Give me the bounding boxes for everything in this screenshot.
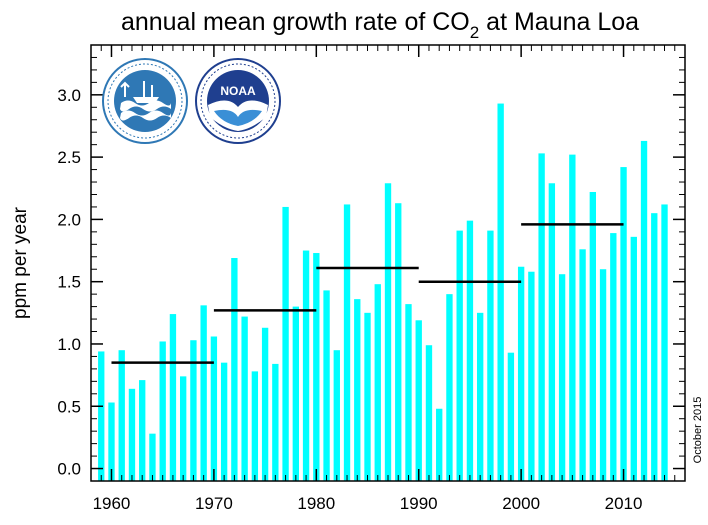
bar-2002 xyxy=(538,153,545,481)
x-tick-label: 1960 xyxy=(93,494,131,513)
bar-1974 xyxy=(251,371,259,481)
bar-1988 xyxy=(395,203,402,481)
bar-1990 xyxy=(415,320,422,481)
bar-1979 xyxy=(302,250,310,481)
y-tick-label: 0.5 xyxy=(57,397,81,416)
x-tick-label: 1980 xyxy=(297,494,335,513)
noaa-logo: NOAA xyxy=(195,58,281,144)
bar-1989 xyxy=(405,304,412,481)
bar-1964 xyxy=(149,433,156,481)
x-tick-label: 1970 xyxy=(195,494,233,513)
bar-1991 xyxy=(425,345,433,481)
bar-1994 xyxy=(456,230,463,481)
y-tick-label: 1.5 xyxy=(57,273,81,292)
bar-1968 xyxy=(190,340,197,481)
bar-1995 xyxy=(466,220,474,481)
bar-1959 xyxy=(98,351,105,481)
bar-2010 xyxy=(620,167,627,481)
y-ticks-group: 0.0 0.5 1.0 1.5 2.0 2.5 3.0 xyxy=(57,44,685,479)
bar-1981 xyxy=(323,290,330,481)
bar-1997 xyxy=(487,230,494,481)
bar-2014 xyxy=(661,204,668,481)
noaa-logo-text: NOAA xyxy=(220,84,256,98)
y-tick-label: 0.0 xyxy=(57,460,81,479)
y-tick-label: 3.0 xyxy=(57,86,81,105)
y-tick-label: 2.0 xyxy=(57,210,81,229)
bar-2011 xyxy=(630,236,637,481)
bar-1976 xyxy=(272,363,279,481)
bar-1963 xyxy=(139,380,146,481)
x-tick-label: 2000 xyxy=(502,494,540,513)
bar-1977 xyxy=(282,206,289,481)
bar-2000 xyxy=(517,266,525,481)
bar-1969 xyxy=(200,305,207,481)
bar-1983 xyxy=(343,204,351,481)
chart-title-subscript: 2 xyxy=(470,23,479,42)
chart-title: annual mean growth rate of CO2 at Mauna … xyxy=(121,8,639,42)
bar-1987 xyxy=(384,183,392,481)
bar-1967 xyxy=(180,376,187,481)
scripps-logo xyxy=(102,58,188,144)
bar-2012 xyxy=(640,140,648,482)
bar-2004 xyxy=(558,274,566,481)
bar-1985 xyxy=(364,312,371,481)
decadal-means-group xyxy=(111,223,624,364)
bar-1962 xyxy=(128,388,136,481)
bar-1972 xyxy=(231,258,238,481)
bar-2001 xyxy=(528,271,535,481)
y-axis-label: ppm per year xyxy=(10,206,31,319)
bar-1973 xyxy=(241,316,248,481)
date-stamp: October 2015 xyxy=(692,397,704,464)
y-tick-label: 2.5 xyxy=(57,148,81,167)
bar-2009 xyxy=(610,233,617,481)
bar-1975 xyxy=(261,327,269,481)
bar-1998 xyxy=(497,103,504,482)
bar-1996 xyxy=(477,312,484,481)
bar-1971 xyxy=(220,362,228,481)
bar-1986 xyxy=(374,284,381,481)
plot-frame xyxy=(90,44,686,482)
bar-1960 xyxy=(108,402,115,481)
bar-1970 xyxy=(210,336,218,481)
bar-1982 xyxy=(333,350,340,481)
bar-1984 xyxy=(354,299,361,481)
bar-2005 xyxy=(569,154,576,481)
bar-1992 xyxy=(436,408,443,481)
bar-1961 xyxy=(118,350,125,481)
bar-2007 xyxy=(589,191,596,482)
bar-1999 xyxy=(507,352,515,481)
bar-2006 xyxy=(579,249,586,481)
bar-1965 xyxy=(159,341,166,481)
x-tick-label: 1990 xyxy=(400,494,438,513)
bar-2013 xyxy=(651,213,658,482)
y-tick-label: 1.0 xyxy=(57,335,81,354)
x-ticks-group: 1960 1970 1980 1990 2000 2010 xyxy=(90,45,686,513)
bar-2008 xyxy=(599,269,607,481)
bar-1980 xyxy=(313,253,320,481)
x-tick-label: 2010 xyxy=(605,494,643,513)
bar-1966 xyxy=(169,314,177,481)
bar-1993 xyxy=(446,294,453,481)
bar-2003 xyxy=(548,183,556,481)
bars-group xyxy=(98,103,668,482)
bar-1978 xyxy=(292,306,299,481)
